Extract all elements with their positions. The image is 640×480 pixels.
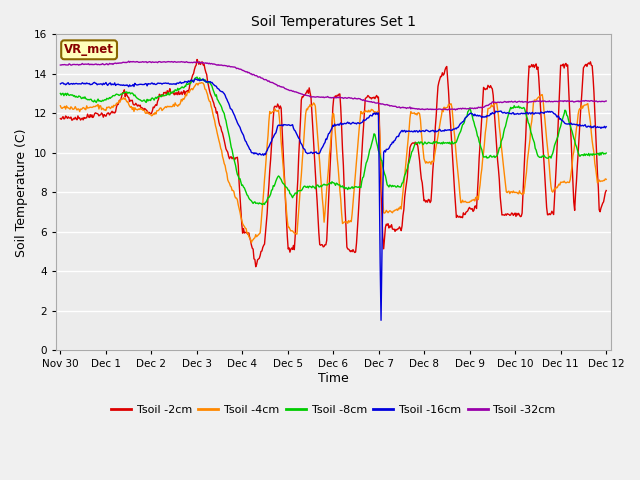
- Tsoil -16cm: [56, 81, 64, 87]
- Tsoil -32cm: [56, 62, 64, 68]
- Tsoil -16cm: [321, 140, 329, 145]
- Line: Tsoil -8cm: Tsoil -8cm: [60, 77, 606, 204]
- Tsoil -32cm: [276, 84, 284, 90]
- Tsoil -8cm: [193, 74, 201, 80]
- Legend: Tsoil -2cm, Tsoil -4cm, Tsoil -8cm, Tsoil -16cm, Tsoil -32cm: Tsoil -2cm, Tsoil -4cm, Tsoil -8cm, Tsoi…: [107, 400, 560, 419]
- Tsoil -4cm: [322, 198, 330, 204]
- Tsoil -16cm: [602, 124, 610, 130]
- Tsoil -16cm: [86, 81, 93, 86]
- Tsoil -8cm: [602, 150, 610, 156]
- Tsoil -32cm: [452, 107, 460, 113]
- Title: Soil Temperatures Set 1: Soil Temperatures Set 1: [251, 15, 416, 29]
- Tsoil -32cm: [227, 64, 235, 70]
- Tsoil -16cm: [573, 122, 581, 128]
- Tsoil -2cm: [250, 246, 257, 252]
- Tsoil -2cm: [193, 57, 201, 62]
- Tsoil -8cm: [86, 97, 93, 103]
- Tsoil -4cm: [277, 139, 285, 145]
- Tsoil -2cm: [252, 264, 260, 270]
- Tsoil -8cm: [258, 202, 266, 207]
- Tsoil -4cm: [250, 236, 258, 241]
- Tsoil -32cm: [86, 62, 93, 68]
- Tsoil -2cm: [277, 105, 285, 111]
- Tsoil -16cm: [250, 150, 257, 156]
- Tsoil -2cm: [322, 242, 330, 248]
- Tsoil -16cm: [227, 106, 235, 112]
- Tsoil -4cm: [56, 103, 64, 109]
- Tsoil -4cm: [198, 80, 205, 85]
- Tsoil -4cm: [602, 177, 610, 182]
- Tsoil -2cm: [227, 154, 235, 160]
- Tsoil -8cm: [56, 91, 64, 96]
- Tsoil -2cm: [573, 164, 581, 169]
- Line: Tsoil -2cm: Tsoil -2cm: [60, 60, 606, 267]
- Tsoil -8cm: [227, 144, 235, 150]
- Tsoil -32cm: [321, 95, 329, 100]
- Tsoil -8cm: [277, 177, 285, 182]
- Tsoil -32cm: [125, 59, 132, 64]
- Tsoil -16cm: [191, 76, 199, 82]
- Tsoil -4cm: [573, 120, 581, 126]
- Tsoil -16cm: [377, 317, 385, 323]
- Text: VR_met: VR_met: [64, 43, 114, 56]
- Tsoil -16cm: [276, 122, 284, 128]
- Tsoil -8cm: [250, 201, 257, 206]
- Line: Tsoil -16cm: Tsoil -16cm: [60, 79, 606, 320]
- Tsoil -4cm: [248, 240, 255, 246]
- Line: Tsoil -32cm: Tsoil -32cm: [60, 61, 606, 110]
- Tsoil -2cm: [602, 188, 610, 193]
- Tsoil -32cm: [602, 98, 610, 104]
- Tsoil -8cm: [573, 146, 581, 152]
- Tsoil -32cm: [573, 98, 581, 104]
- Y-axis label: Soil Temperature (C): Soil Temperature (C): [15, 128, 28, 257]
- Tsoil -4cm: [227, 184, 235, 190]
- Tsoil -32cm: [250, 72, 257, 77]
- Line: Tsoil -4cm: Tsoil -4cm: [60, 83, 606, 243]
- Tsoil -2cm: [86, 115, 93, 120]
- Tsoil -8cm: [322, 182, 330, 188]
- X-axis label: Time: Time: [318, 372, 349, 385]
- Tsoil -2cm: [56, 116, 64, 121]
- Tsoil -4cm: [86, 105, 93, 110]
